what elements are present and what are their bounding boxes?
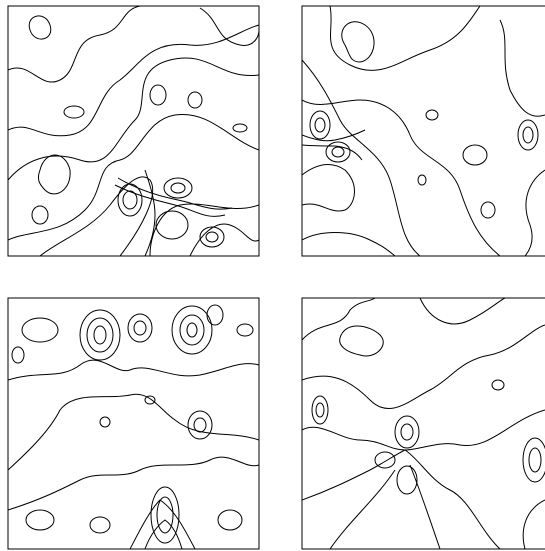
contour: [11, 346, 25, 364]
contour: [86, 317, 114, 353]
contour-panel: [8, 304, 259, 549]
contour: [480, 201, 496, 219]
contour: [302, 409, 545, 451]
contour: [8, 6, 141, 83]
contour: [170, 182, 186, 194]
contour: [149, 203, 259, 256]
contour: [394, 415, 420, 449]
contour-panel: [8, 6, 259, 256]
contour: [8, 359, 259, 381]
contour: [127, 313, 153, 343]
contour: [205, 231, 219, 243]
contour: [155, 210, 189, 240]
contour: [302, 59, 421, 256]
contour: [302, 164, 355, 212]
contour: [311, 395, 329, 425]
contour-panel: [302, 298, 545, 549]
panel-frame: [7, 5, 260, 257]
contour: [117, 183, 143, 217]
contour: [217, 509, 243, 531]
contour: [522, 126, 534, 144]
contour: [425, 109, 439, 121]
contour: [8, 393, 259, 471]
contour: [144, 519, 183, 549]
contour: [8, 24, 259, 137]
contour: [528, 447, 542, 473]
contour: [341, 21, 375, 63]
contour: [302, 129, 366, 142]
contour: [129, 499, 196, 549]
contour: [144, 169, 156, 256]
contour: [462, 144, 488, 166]
contour: [302, 449, 501, 549]
contour: [524, 169, 545, 256]
contour: [206, 304, 224, 326]
contour: [374, 451, 396, 469]
contour: [302, 232, 396, 256]
contour: [325, 141, 351, 163]
contour: [400, 423, 414, 441]
contour: [331, 146, 345, 158]
contour: [419, 298, 506, 325]
contour: [499, 19, 545, 117]
contour: [25, 509, 55, 531]
contour-panel: [302, 6, 545, 256]
contour: [329, 6, 481, 71]
contour: [31, 205, 49, 225]
contour: [8, 57, 259, 181]
contour: [309, 110, 331, 140]
contour: [199, 7, 259, 46]
contour: [302, 298, 376, 341]
contour: [37, 154, 71, 195]
contour: [522, 437, 545, 483]
contour: [517, 119, 539, 151]
contour: [8, 113, 259, 241]
contour: [396, 465, 418, 495]
contour: [522, 499, 545, 549]
contour: [232, 123, 248, 133]
contour: [329, 469, 396, 549]
contour: [179, 314, 205, 346]
contour: [133, 320, 147, 336]
contour: [144, 395, 156, 405]
contour: [302, 144, 363, 161]
contour: [409, 464, 441, 549]
contour: [122, 190, 138, 210]
contour: [187, 91, 203, 109]
contour: [163, 177, 193, 199]
contour: [150, 486, 180, 544]
contour: [193, 417, 207, 433]
contour: [302, 324, 545, 410]
contour: [39, 176, 154, 256]
contour: [339, 325, 384, 357]
contour: [21, 317, 59, 343]
contour: [114, 184, 226, 217]
contour: [171, 305, 213, 355]
panel-frame: [301, 297, 545, 550]
contour: [302, 99, 501, 256]
contour: [93, 325, 107, 345]
contour: [315, 402, 325, 418]
contour: [79, 309, 121, 361]
contour: [156, 496, 174, 534]
panel-frame: [7, 297, 260, 550]
contour: [99, 416, 111, 428]
contour: [117, 177, 233, 210]
contour: [8, 456, 259, 511]
panel-frame: [301, 5, 545, 257]
contour: [186, 322, 198, 338]
contour: [491, 379, 505, 391]
contour: [187, 410, 213, 440]
contour: [149, 84, 167, 106]
contour: [199, 226, 225, 248]
contour: [314, 117, 326, 133]
contour: [63, 105, 85, 119]
contour: [236, 323, 254, 337]
contour: [417, 174, 427, 186]
contour: [89, 516, 111, 534]
contour: [28, 15, 52, 40]
